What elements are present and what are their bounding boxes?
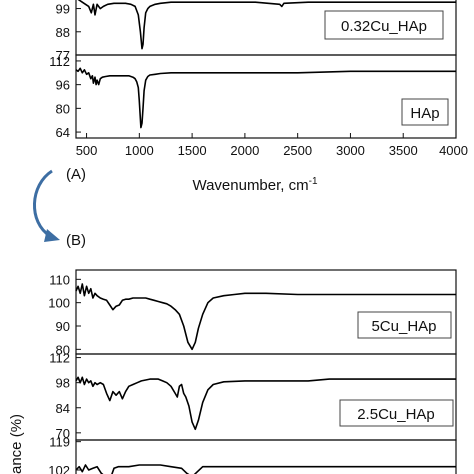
panel-label-b: (B) bbox=[66, 232, 86, 249]
y-tick-label: 88 bbox=[56, 25, 70, 40]
legend-5cu-hap: 5Cu_HAp bbox=[371, 318, 436, 335]
legend-box-5cu bbox=[357, 311, 452, 339]
y-tick-label: 102 bbox=[48, 463, 70, 474]
spectrum-line-p0-s0 bbox=[77, 0, 456, 50]
x-tick-labels: 500 1000 1500 2000 2500 3000 3500 4000 bbox=[76, 133, 468, 158]
spectrum-line-p0-s1 bbox=[75, 67, 456, 129]
spectrum-line-p1-s1 bbox=[75, 376, 456, 431]
legend-25cu-hap: 2.5Cu_HAp bbox=[357, 406, 435, 423]
y-tick-label: 80 bbox=[56, 101, 70, 116]
arrow-head-icon bbox=[44, 229, 60, 242]
y-tick-label: 84 bbox=[56, 401, 70, 416]
legend-box-25cu bbox=[339, 399, 454, 427]
y-tick-label: 98 bbox=[56, 376, 70, 391]
legend-hap: HAp bbox=[410, 105, 439, 122]
y-axis-label-fragment: ance (%) bbox=[8, 414, 25, 474]
panel-label-a: (A) bbox=[66, 166, 86, 183]
y-tick-label: 96 bbox=[56, 78, 70, 93]
y-tick-label: 112 bbox=[49, 54, 70, 69]
legend-box-032cu bbox=[324, 10, 444, 40]
x-tick-label: 500 bbox=[76, 143, 98, 158]
spectrum-line-p1-s2 bbox=[75, 464, 456, 474]
y-tick-label: 77 bbox=[56, 48, 70, 63]
y-tick-label: 80 bbox=[56, 342, 70, 357]
curved-arrow-icon bbox=[33, 169, 53, 238]
x-tick-label: 4000 bbox=[439, 143, 468, 158]
y-tick-label: 100 bbox=[48, 296, 70, 311]
y-tick-label: 112 bbox=[49, 351, 70, 366]
x-tick-label: 1500 bbox=[178, 143, 207, 158]
x-tick-label: 1000 bbox=[125, 143, 154, 158]
panel-a-bottom-frame bbox=[75, 54, 457, 139]
legend-box-hap bbox=[401, 98, 449, 126]
y-tick-label: 99 bbox=[56, 2, 70, 17]
x-axis-label: Wavenumber, cm-1 bbox=[192, 176, 317, 194]
x-tick-label: 3500 bbox=[389, 143, 418, 158]
x-tick-label: 2000 bbox=[230, 143, 259, 158]
x-tick-label: 3000 bbox=[336, 143, 365, 158]
legend-032cu-hap: 0.32Cu_HAp bbox=[341, 18, 427, 35]
spectrum-line-p1-s0 bbox=[75, 283, 456, 351]
y-tick-label: 119 bbox=[49, 435, 70, 450]
panel-b-bottom-frame bbox=[75, 439, 457, 474]
y-tick-label: 70 bbox=[56, 426, 70, 441]
spectra-curves bbox=[75, 0, 456, 474]
y-tick-label: 110 bbox=[49, 272, 70, 287]
y-tick-label: 90 bbox=[56, 319, 70, 334]
y-tick-label: 64 bbox=[56, 125, 70, 140]
panel-b-middle-frame bbox=[75, 353, 457, 441]
x-tick-label: 2500 bbox=[283, 143, 312, 158]
